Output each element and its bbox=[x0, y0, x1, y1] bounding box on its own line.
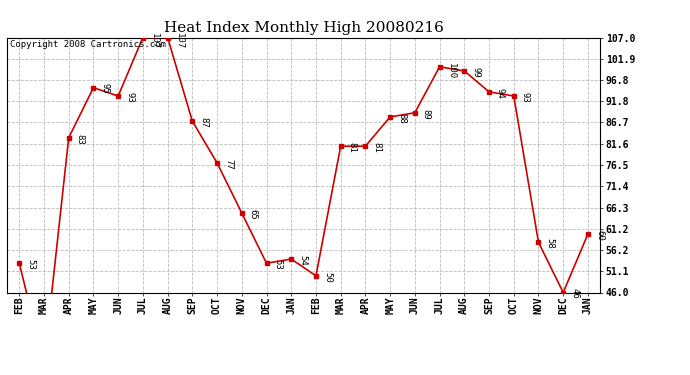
Text: 58: 58 bbox=[545, 238, 555, 249]
Text: 46: 46 bbox=[570, 288, 579, 299]
Text: 65: 65 bbox=[248, 209, 258, 220]
Text: 81: 81 bbox=[348, 142, 357, 153]
Text: Copyright 2008 Cartronics.com: Copyright 2008 Cartronics.com bbox=[10, 40, 166, 49]
Text: 53: 53 bbox=[26, 259, 35, 270]
Text: 107: 107 bbox=[150, 33, 159, 50]
Text: 77: 77 bbox=[224, 159, 233, 170]
Title: Heat Index Monthly High 20080216: Heat Index Monthly High 20080216 bbox=[164, 21, 444, 35]
Text: 50: 50 bbox=[323, 272, 332, 282]
Text: 93: 93 bbox=[125, 92, 134, 103]
Text: 60: 60 bbox=[595, 230, 604, 240]
Text: 88: 88 bbox=[397, 113, 406, 123]
Text: 81: 81 bbox=[373, 142, 382, 153]
Text: 83: 83 bbox=[76, 134, 85, 144]
Text: 100: 100 bbox=[446, 63, 455, 79]
Text: 99: 99 bbox=[471, 67, 480, 78]
Text: 95: 95 bbox=[100, 84, 110, 94]
Text: 53: 53 bbox=[273, 259, 282, 270]
Text: 89: 89 bbox=[422, 109, 431, 119]
Text: 29: 29 bbox=[0, 374, 1, 375]
Text: 87: 87 bbox=[199, 117, 208, 128]
Text: 94: 94 bbox=[496, 88, 505, 98]
Text: 93: 93 bbox=[521, 92, 530, 103]
Text: 54: 54 bbox=[298, 255, 307, 266]
Text: 107: 107 bbox=[175, 33, 184, 50]
